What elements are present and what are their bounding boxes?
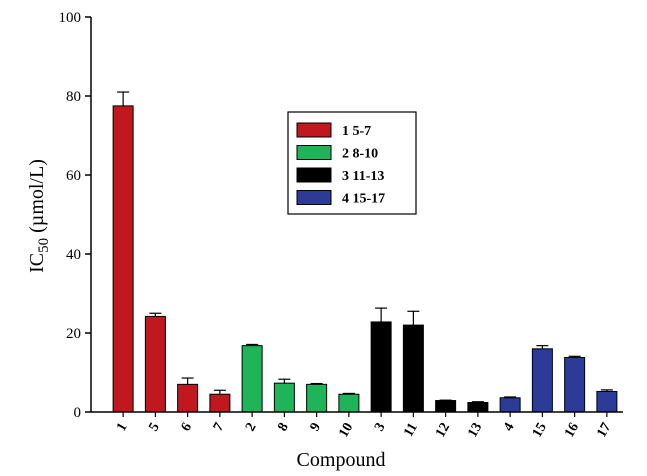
x-axis: 1 5 6 7 2 8 9 10 3 11 12 13 4 15 16 17 (91, 411, 623, 441)
bar-11 (402, 324, 424, 413)
bar-5 (144, 315, 166, 413)
error-bars (117, 91, 613, 403)
y-tick-label: 80 (66, 89, 81, 105)
x-tick-label: 2 (243, 421, 259, 435)
y-tick-label: 60 (66, 168, 81, 184)
legend: 1 5-7 2 8-10 3 11-13 4 15-17 (287, 111, 417, 215)
x-tick-label: 12 (433, 421, 453, 441)
legend-swatch (296, 122, 332, 138)
y-axis-title-subscript: 50 (36, 238, 52, 253)
bar-12 (435, 400, 457, 413)
legend-label: 1 5-7 (342, 124, 371, 139)
x-axis-title: Compound (297, 449, 386, 471)
x-tick-label: 16 (562, 421, 582, 441)
y-axis-title-main: IC (26, 253, 48, 273)
legend-swatch (296, 190, 332, 205)
x-tick-label: 6 (179, 421, 195, 435)
bar-15 (531, 348, 553, 413)
bar-3 (370, 321, 392, 413)
x-tick-label: 3 (372, 421, 388, 435)
bar-9 (306, 383, 328, 413)
x-tick-label: 13 (465, 421, 485, 441)
legend-swatch (296, 167, 332, 183)
bar-1 (112, 105, 134, 413)
x-tick-label: 1 (114, 421, 130, 435)
bar-16 (564, 356, 586, 413)
x-tick-label: 9 (308, 421, 324, 435)
x-tick-label: 11 (401, 421, 421, 440)
y-tick-label: 20 (66, 326, 81, 342)
bar-10 (338, 393, 360, 413)
x-tick-label: 8 (275, 421, 291, 435)
bar-4 (499, 397, 521, 413)
legend-swatch (296, 145, 332, 160)
bar-13 (467, 402, 489, 413)
bar-7 (209, 393, 231, 413)
legend-label: 2 8-10 (342, 147, 378, 162)
x-tick-label: 17 (594, 421, 614, 441)
x-tick-label: 7 (211, 421, 227, 435)
y-tick-label: 0 (74, 405, 82, 421)
bar-17 (596, 390, 618, 413)
y-axis-title-unit: (µmol/L) (26, 159, 48, 238)
y-tick-label: 40 (66, 247, 81, 263)
bar-2 (241, 345, 263, 413)
y-axis-title: IC50 (µmol/L) (26, 159, 52, 273)
legend-label: 3 11-13 (342, 169, 384, 184)
y-axis: 0 20 40 60 80 100 (59, 10, 92, 421)
x-tick-label: 4 (501, 421, 517, 435)
x-tick-label: 5 (146, 421, 162, 435)
legend-label: 4 15-17 (342, 192, 385, 207)
x-tick-label: 15 (530, 421, 550, 441)
bar-8 (273, 382, 295, 413)
bar-6 (177, 383, 199, 413)
y-tick-label: 100 (59, 10, 82, 26)
x-tick-label: 10 (336, 421, 356, 441)
